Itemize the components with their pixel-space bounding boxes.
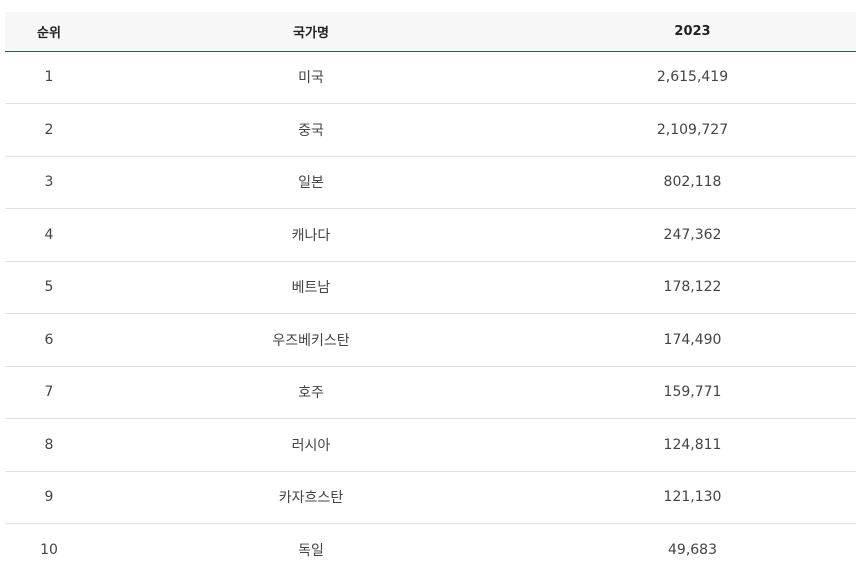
rank-cell: 4 bbox=[5, 208, 93, 262]
rank-cell: 10 bbox=[40, 542, 58, 558]
country-cell: 베트남 bbox=[93, 261, 529, 314]
country-cell: 캐나다 bbox=[93, 208, 529, 262]
rank-cell: 3 bbox=[5, 156, 93, 209]
rank-cell: 8 bbox=[5, 418, 93, 472]
rank-cell: 9 bbox=[5, 471, 93, 524]
table-row: 8 러시아 124,811 bbox=[5, 418, 856, 472]
country-cell: 일본 bbox=[93, 156, 529, 209]
value-cell: 247,362 bbox=[529, 208, 856, 262]
rank-cell: 7 bbox=[5, 366, 93, 419]
table-row: 2 중국 2,109,727 bbox=[5, 103, 856, 157]
value-cell: 2,615,419 bbox=[529, 51, 856, 104]
value-cell: 802,118 bbox=[529, 156, 856, 209]
table-row: 9 카자흐스탄 121,130 bbox=[5, 471, 856, 524]
value-cell: 124,811 bbox=[529, 418, 856, 472]
table-body: 1 미국 2,615,419 2 중국 2,109,727 3 일본 802,1… bbox=[5, 51, 856, 576]
header-country: 국가명 bbox=[93, 12, 529, 52]
country-cell: 러시아 bbox=[93, 418, 529, 472]
value-cell: 2,109,727 bbox=[529, 103, 856, 157]
table-row: 1 미국 2,615,419 bbox=[5, 51, 856, 104]
ranking-table: 순위 국가명 2023 1 미국 2,615,419 2 중국 2,109,72… bbox=[5, 12, 856, 576]
country-cell: 미국 bbox=[93, 51, 529, 104]
rank-cell: 1 bbox=[5, 51, 93, 104]
value-cell: 178,122 bbox=[529, 261, 856, 314]
rank-cell: 5 bbox=[5, 261, 93, 314]
country-cell: 호주 bbox=[93, 366, 529, 419]
value-cell: 174,490 bbox=[529, 313, 856, 367]
country-cell: 중국 bbox=[93, 103, 529, 157]
header-row: 순위 국가명 2023 bbox=[5, 12, 856, 52]
table-row: 6 우즈베키스탄 174,490 bbox=[5, 313, 856, 367]
country-cell: 우즈베키스탄 bbox=[93, 313, 529, 367]
value-cell: 159,771 bbox=[529, 366, 856, 419]
table-row: 5 베트남 178,122 bbox=[5, 261, 856, 314]
header-year: 2023 bbox=[529, 12, 856, 52]
table-row: 10 독일 49,683 bbox=[5, 524, 856, 577]
table-row: 3 일본 802,118 bbox=[5, 156, 856, 209]
table-header: 순위 국가명 2023 bbox=[5, 12, 856, 52]
country-cell: 독일 bbox=[298, 543, 324, 559]
rank-cell: 6 bbox=[5, 313, 93, 367]
value-cell: 49,683 bbox=[668, 542, 717, 558]
table-row: 7 호주 159,771 bbox=[5, 366, 856, 419]
country-cell: 카자흐스탄 bbox=[93, 471, 529, 524]
rank-cell: 2 bbox=[5, 103, 93, 157]
header-rank: 순위 bbox=[5, 12, 93, 52]
table-row: 4 캐나다 247,362 bbox=[5, 208, 856, 262]
value-cell: 121,130 bbox=[529, 471, 856, 524]
ranking-table-container: 순위 국가명 2023 1 미국 2,615,419 2 중국 2,109,72… bbox=[5, 12, 856, 576]
